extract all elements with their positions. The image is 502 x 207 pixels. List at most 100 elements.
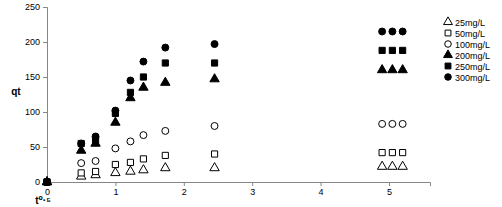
tick: 4: [319, 182, 324, 197]
legend-label: 100mg/L: [455, 40, 490, 50]
y-axis: 0 50 100 150 200 250: [25, 2, 48, 187]
axis-line: [43, 8, 48, 183]
legend-item: 25mg/L: [444, 17, 485, 28]
point: [379, 47, 385, 53]
point: [127, 159, 133, 165]
tick-label: 1: [113, 187, 118, 197]
legend-item: 200mg/L: [444, 50, 490, 61]
point: [112, 107, 119, 114]
point: [161, 163, 170, 171]
point: [389, 47, 395, 53]
tick-label: 3: [250, 187, 255, 197]
point: [44, 179, 50, 185]
point: [112, 161, 118, 167]
legend-marker: [445, 30, 451, 36]
tick: 5: [387, 182, 392, 197]
tick-label: 200: [25, 37, 40, 47]
point: [78, 170, 84, 176]
chart: 012345050100150200250qtt⁰·⁵25mg/L50mg/L1…: [0, 0, 502, 207]
tick: 250: [25, 2, 47, 12]
point: [162, 152, 168, 158]
point: [92, 158, 99, 165]
point: [44, 179, 51, 186]
tick: 200: [25, 37, 47, 47]
point: [400, 150, 406, 156]
point: [398, 161, 407, 169]
point: [111, 117, 120, 125]
point: [92, 133, 99, 140]
point: [210, 74, 219, 82]
point: [42, 177, 51, 185]
legend-marker: [444, 50, 453, 58]
legend-item: 100mg/L: [445, 40, 490, 50]
x-axis: 012345: [45, 182, 431, 197]
tick: 150: [25, 72, 47, 82]
point: [388, 161, 397, 169]
point: [44, 179, 51, 186]
point: [211, 41, 218, 48]
point: [162, 44, 169, 51]
point: [379, 28, 386, 35]
legend-item: 250mg/L: [445, 62, 490, 72]
tick-mark: [43, 42, 47, 43]
point: [139, 165, 148, 173]
legend-item: 50mg/L: [445, 29, 485, 39]
tick-label: 0: [35, 177, 40, 187]
plot: 0 1 2 3 4 5 0 50 100 150 200 250: [25, 2, 431, 197]
point: [78, 140, 85, 147]
point: [162, 60, 168, 66]
tick: 1: [113, 182, 118, 197]
axis-line: [48, 183, 431, 187]
tick-mark: [184, 182, 185, 186]
tick-label: 250: [25, 2, 40, 12]
tick-label: 5: [387, 187, 392, 197]
legend-marker: [445, 74, 452, 81]
point: [111, 167, 120, 175]
point: [377, 161, 386, 169]
legend-marker: [445, 41, 452, 48]
point: [211, 151, 217, 157]
point: [140, 132, 147, 139]
legend-marker: [445, 63, 451, 69]
point: [211, 60, 217, 66]
tick: 100: [25, 107, 47, 117]
tick-mark: [43, 77, 47, 78]
legend-label: 50mg/L: [455, 29, 485, 39]
point: [388, 65, 397, 73]
point: [126, 166, 135, 174]
point: [140, 156, 146, 162]
tick-label: 150: [25, 72, 40, 82]
point: [400, 47, 406, 53]
point: [161, 77, 170, 85]
tick-mark: [321, 182, 322, 186]
x-axis-title: t⁰·⁵: [35, 195, 51, 206]
point: [399, 28, 406, 35]
point: [398, 65, 407, 73]
point: [42, 177, 51, 185]
point: [127, 138, 134, 145]
tick-mark: [389, 182, 390, 186]
tick-mark: [252, 182, 253, 186]
point: [379, 150, 385, 156]
legend-item: 300mg/L: [445, 73, 490, 83]
point: [92, 168, 98, 174]
point: [112, 145, 119, 152]
tick-mark: [115, 182, 116, 186]
point: [389, 120, 396, 127]
points: [42, 28, 407, 185]
point: [139, 82, 148, 90]
point: [377, 65, 386, 73]
point: [389, 28, 396, 35]
legend-marker: [444, 17, 453, 25]
tick-label: 2: [182, 187, 187, 197]
point: [399, 120, 406, 127]
tick-mark: [43, 112, 47, 113]
tick-label: 100: [25, 107, 40, 117]
legend-label: 250mg/L: [455, 62, 490, 72]
legend-label: 200mg/L: [455, 51, 490, 61]
point: [44, 179, 50, 185]
y-axis-title: qt: [11, 86, 21, 97]
legend-label: 25mg/L: [455, 18, 485, 28]
tick-label: 50: [30, 142, 40, 152]
point: [162, 127, 169, 134]
